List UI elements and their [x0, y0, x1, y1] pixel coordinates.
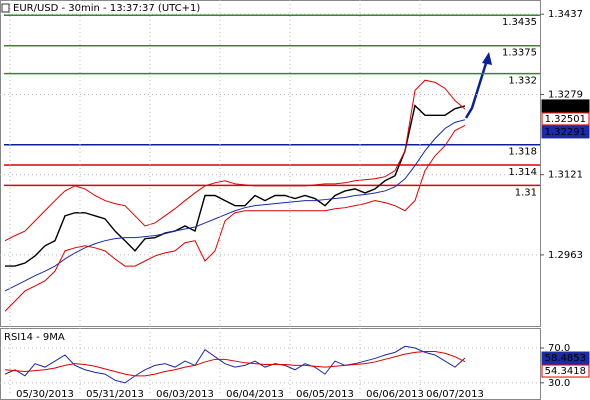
value-box-label: 1.32291 — [545, 127, 586, 138]
y-tick-label: 30.0 — [548, 378, 570, 389]
level-label: 1.314 — [508, 167, 537, 178]
value-box-label: 54.3418 — [545, 366, 586, 377]
series-line — [4, 124, 466, 312]
y-tick-label: 1.3437 — [548, 9, 583, 20]
series-line — [4, 350, 466, 377]
rsi-title: RSI14 - 9MA — [4, 332, 65, 343]
value-box — [541, 112, 590, 126]
value-box-label: 1.32501 — [545, 114, 586, 125]
level-label: 1.31 — [515, 187, 537, 198]
value-box — [541, 364, 590, 378]
x-tick-label: 06/06/2013 — [366, 389, 424, 400]
value-box — [541, 99, 590, 113]
x-tick-label: 06/04/2013 — [226, 389, 284, 400]
level-label: 1.318 — [508, 147, 537, 158]
value-box — [541, 125, 590, 139]
value-box-label: 1.32564 — [545, 101, 586, 112]
x-tick-label: 05/30/2013 — [16, 389, 74, 400]
series-line — [4, 79, 466, 242]
x-tick-label: 05/31/2013 — [86, 389, 144, 400]
projection-arrow-head — [482, 52, 492, 65]
level-label: 1.3375 — [502, 48, 537, 59]
chart-title: EUR/USD - 30min - 13:37:37 (UTC+1) — [13, 3, 200, 14]
series-line — [5, 104, 466, 267]
x-tick-label: 06/05/2013 — [296, 389, 354, 400]
x-tick-label: 06/07/2013 — [426, 389, 484, 400]
y-tick-label: 1.2963 — [548, 250, 583, 261]
y-tick-label: 70.0 — [548, 343, 570, 354]
value-box-label: 58.4853 — [545, 353, 586, 364]
y-tick-label: 1.3279 — [548, 89, 583, 100]
projection-arrow — [464, 59, 489, 119]
chart-icon — [1, 3, 10, 13]
main-panel — [0, 0, 541, 327]
level-label: 1.3435 — [502, 17, 537, 28]
level-label: 1.332 — [508, 76, 537, 87]
series-line — [4, 345, 466, 384]
y-tick-label: 1.3121 — [548, 170, 583, 181]
value-box — [541, 351, 590, 365]
series-line — [4, 119, 466, 292]
x-tick-label: 06/03/2013 — [156, 389, 214, 400]
